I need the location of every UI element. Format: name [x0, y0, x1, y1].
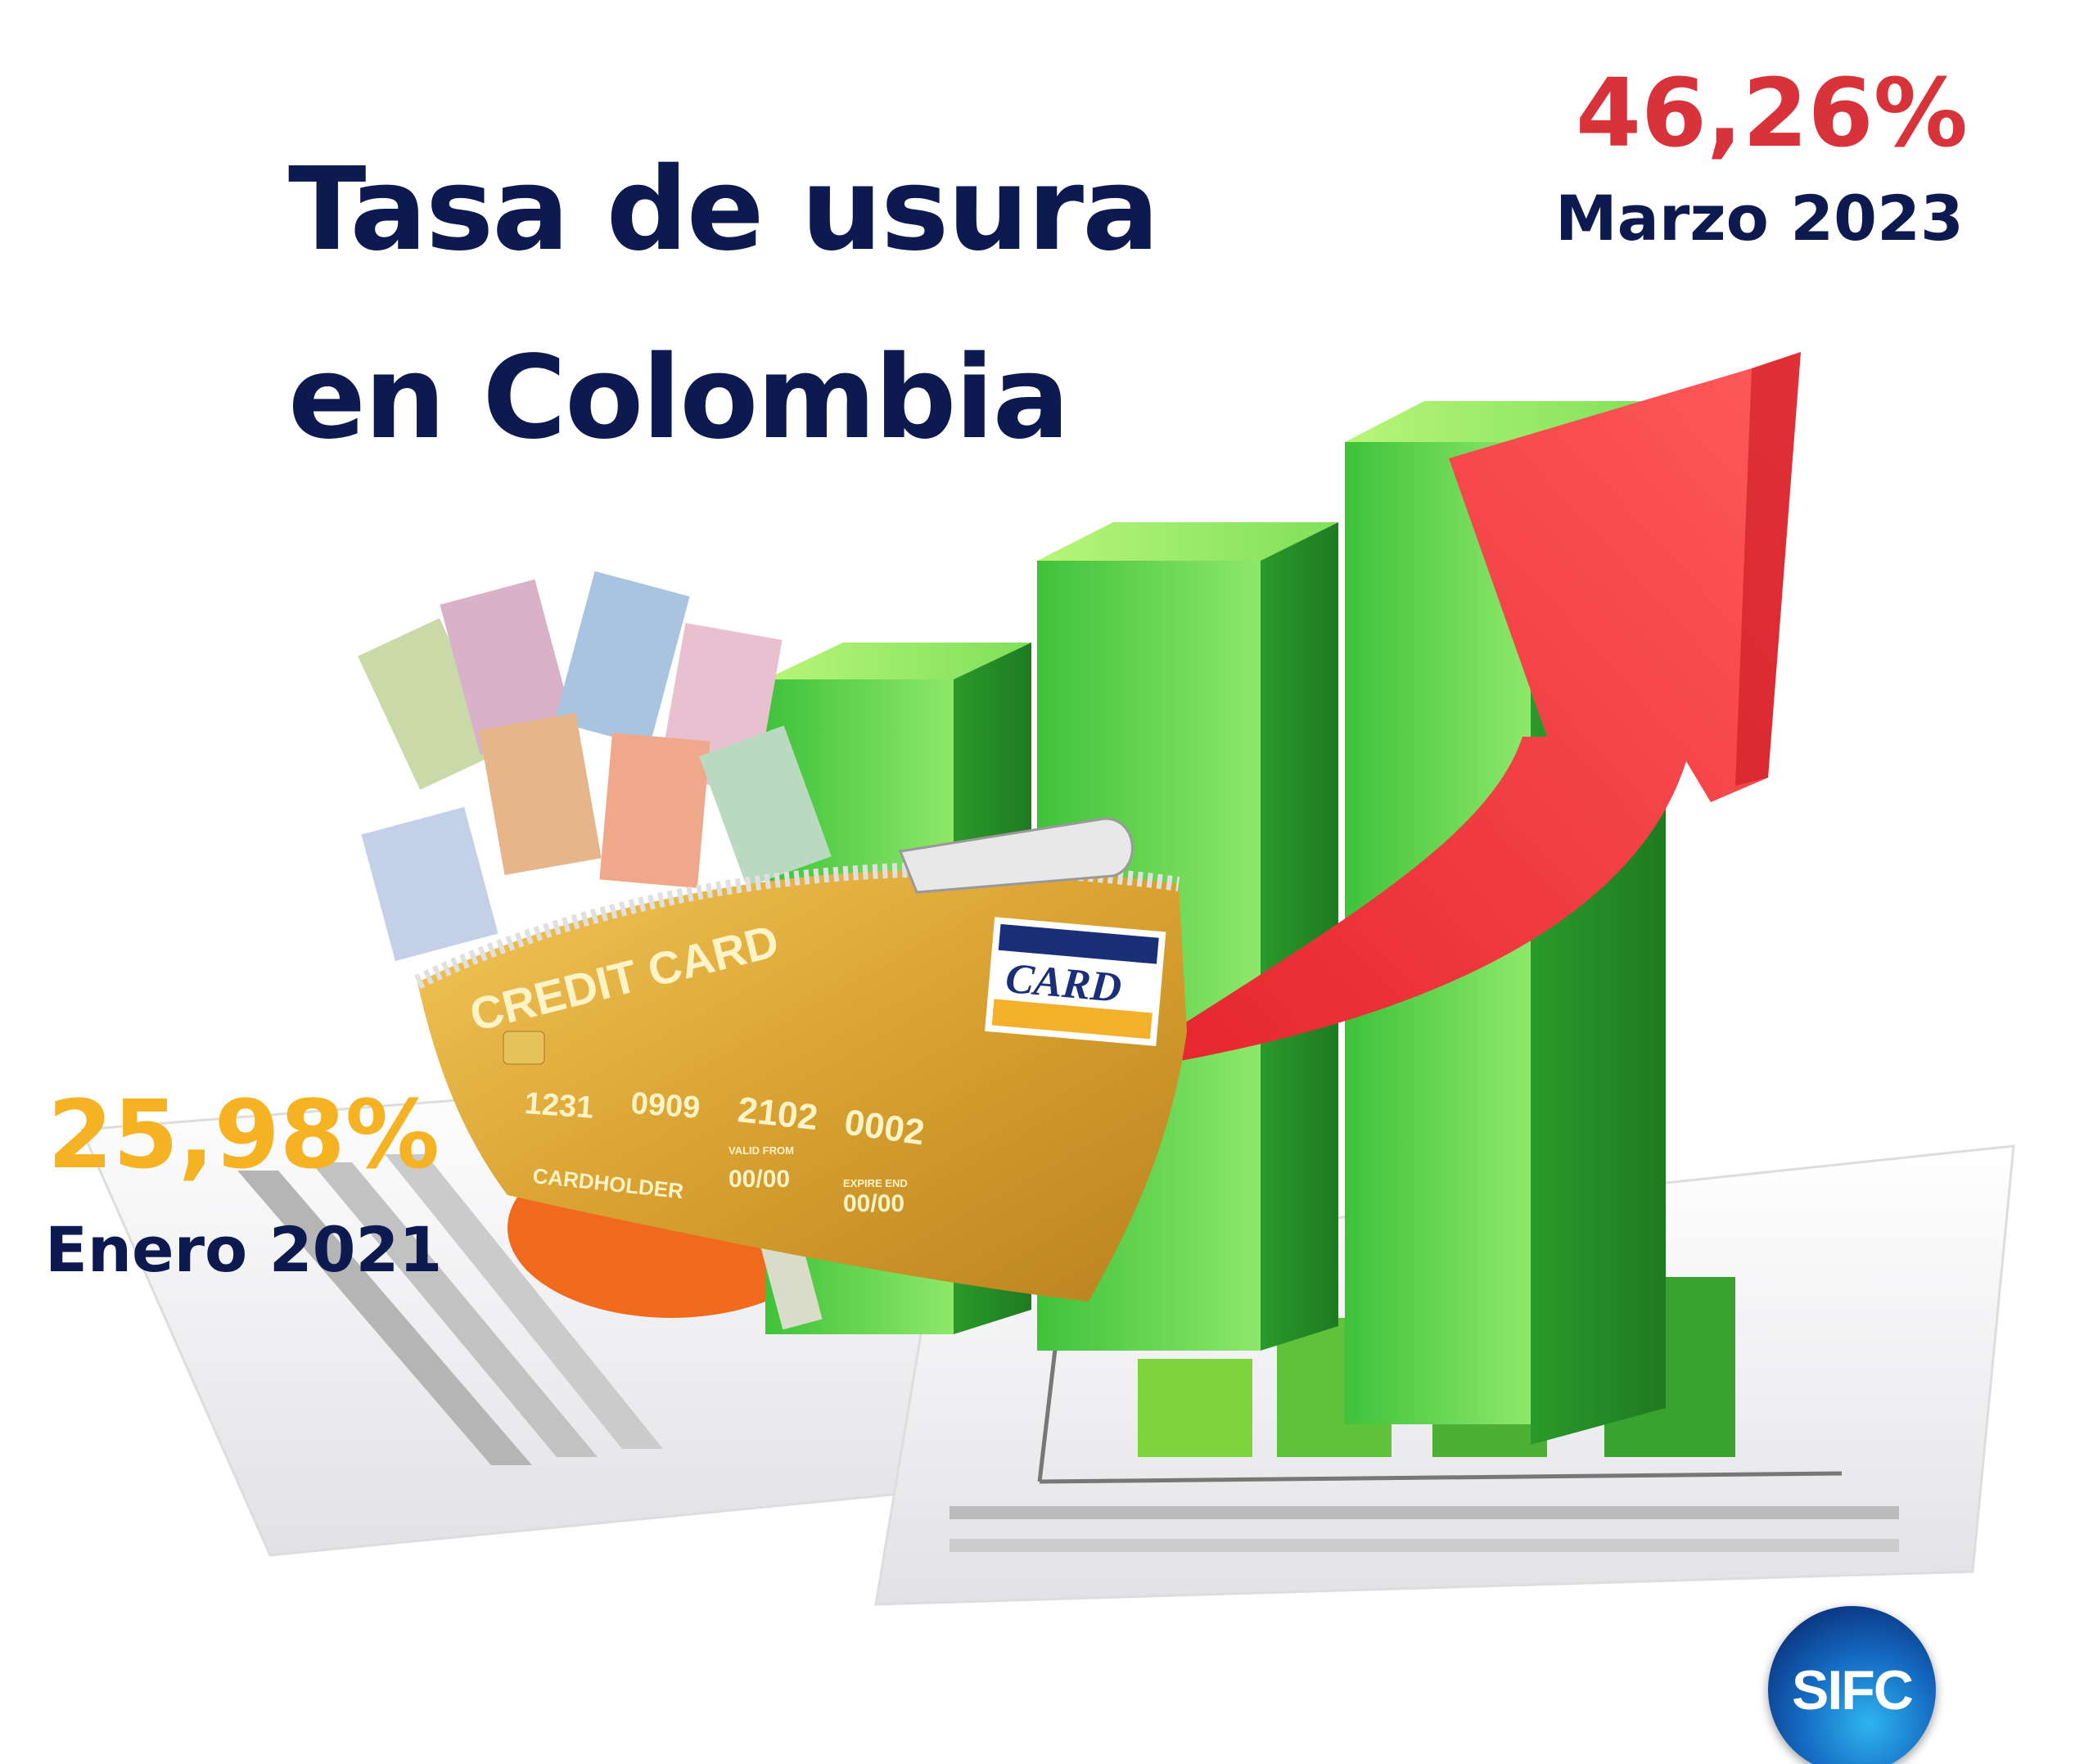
page-title-line-1: Tasa de usura	[288, 143, 1160, 277]
card-brand-logo: CARD	[985, 917, 1166, 1046]
valid-from: 00/00	[729, 1166, 790, 1193]
rate-high-date: Marzo 2023	[1555, 182, 1964, 255]
rate-high-value: 46,26%	[1576, 59, 1968, 169]
trend-arrow-icon	[1146, 352, 1801, 1064]
expire: 00/00	[843, 1190, 904, 1217]
card-number-1: 1231	[523, 1086, 594, 1126]
sifc-logo: SIFC	[1768, 1606, 1936, 1764]
expire-label: EXPIRE END	[843, 1177, 908, 1189]
card-number-2: 0909	[629, 1086, 701, 1126]
page-title-line-2: en Colombia	[288, 332, 1070, 465]
banknotes-icon	[358, 571, 832, 1330]
sifc-logo-text: SIFC	[1792, 1658, 1914, 1721]
chip-icon	[503, 1031, 545, 1065]
zipper-pull-icon	[898, 817, 1134, 894]
card-number-3: 2102	[736, 1090, 819, 1138]
svg-text:CARD: CARD	[1004, 955, 1123, 1012]
rate-low-value: 25,98%	[47, 1081, 440, 1190]
rate-low-date: Enero 2021	[45, 1213, 443, 1286]
valid-from-label: VALID FROM	[729, 1144, 794, 1157]
credit-card-wallet: CREDIT CARD 1231 0909 2102 0002 CARDHOLD…	[414, 817, 1187, 1302]
